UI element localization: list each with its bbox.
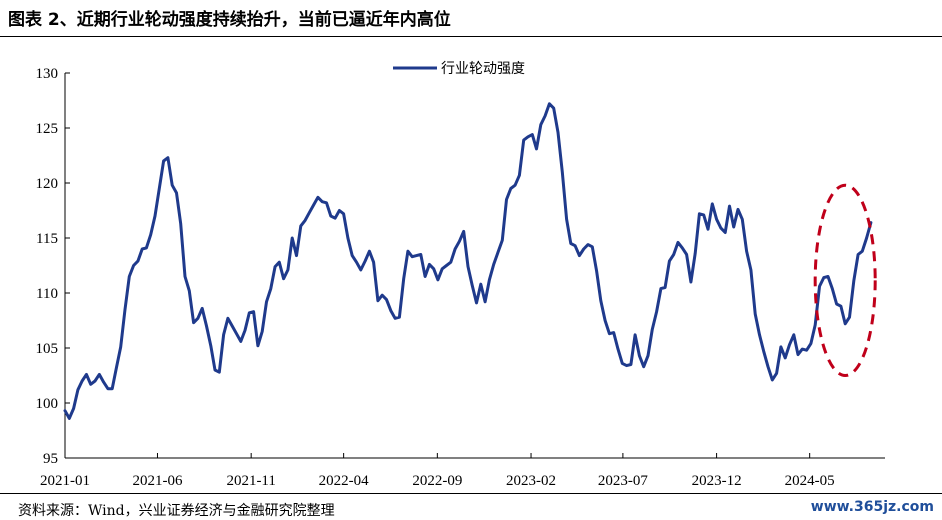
y-tick-label: 120 <box>36 176 59 192</box>
highlight-ellipse <box>813 183 877 378</box>
y-tick-label: 115 <box>36 231 58 247</box>
y-tick-label: 110 <box>36 286 58 302</box>
series-layer <box>63 102 873 420</box>
y-tick-label: 130 <box>36 66 59 82</box>
x-tick-label: 2022-09 <box>412 473 462 489</box>
annotation-layer <box>813 183 877 378</box>
bottom-rule <box>0 493 942 494</box>
y-tick-label: 105 <box>36 341 59 357</box>
x-tick-label: 2021-06 <box>132 473 182 489</box>
legend: 行业轮动强度 <box>393 61 525 77</box>
watermark: www.365jz.com <box>810 499 934 515</box>
y-tick-label: 95 <box>43 451 58 467</box>
x-tick-label: 2021-01 <box>40 473 90 489</box>
source-note: 资料来源：Wind，兴业证券经济与金融研究院整理 <box>18 503 335 519</box>
x-tick-label: 2023-12 <box>692 473 742 489</box>
y-tick-label: 125 <box>36 121 59 137</box>
y-axis: 95 100 105 110 115 120 125 130 <box>36 66 70 467</box>
x-tick-label: 2024-05 <box>785 473 835 489</box>
legend-label: 行业轮动强度 <box>441 61 525 77</box>
x-tick-label: 2022-04 <box>319 473 369 489</box>
series-line <box>63 102 873 420</box>
x-tick-label: 2021-11 <box>226 473 275 489</box>
x-tick-label: 2023-02 <box>506 473 556 489</box>
y-tick-label: 100 <box>36 396 59 412</box>
top-rule <box>0 36 942 37</box>
figure-title: 图表 2、近期行业轮动强度持续抬升，当前已逼近年内高位 <box>8 10 451 30</box>
x-axis: 2021-01 2021-06 2021-11 2022-04 2022-09 2023-… <box>40 453 885 489</box>
x-tick-label: 2023-07 <box>598 473 648 489</box>
